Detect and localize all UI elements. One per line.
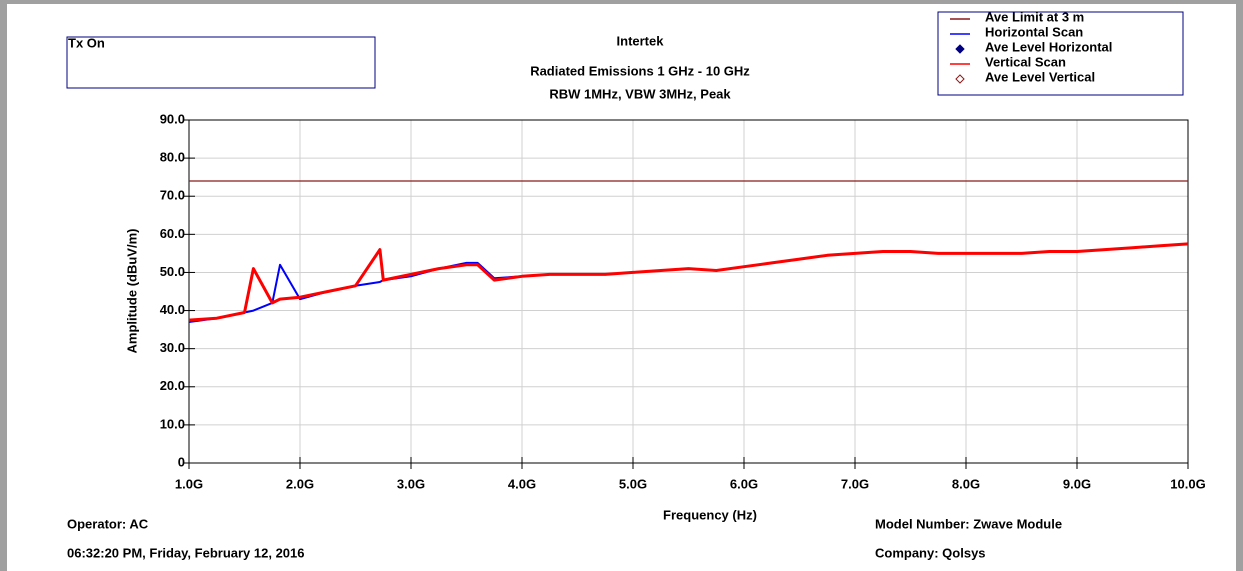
chart-subtitle: Radiated Emissions 1 GHz - 10 GHz: [530, 63, 750, 78]
plot-frame: [188, 119, 1189, 464]
footer-operator: Operator: AC: [67, 516, 149, 531]
y-tick-label: 70.0: [160, 188, 185, 203]
y-tick-label: 30.0: [160, 340, 185, 355]
y-tick-label: 60.0: [160, 226, 185, 241]
note-box: [66, 36, 376, 89]
y-tick-label: 40.0: [160, 302, 185, 317]
footer-date: 06:32:20 PM, Friday, February 12, 2016: [67, 545, 305, 560]
window-edge-top: [0, 0, 1243, 4]
x-tick-label: 2.0G: [286, 476, 314, 491]
window-edge: [0, 0, 7, 571]
x-tick-label: 10.0G: [1170, 476, 1205, 491]
legend-label: Horizontal Scan: [985, 24, 1083, 39]
legend-swatch: [955, 74, 965, 84]
x-tick-label: 7.0G: [841, 476, 869, 491]
y-tick-label: 10.0: [160, 416, 185, 431]
note-text: Tx On: [68, 35, 105, 50]
series-line: [188, 242, 1189, 322]
legend-label: Ave Limit at 3 m: [985, 9, 1084, 24]
legend-swatch: [955, 44, 965, 54]
x-tick-label: 6.0G: [730, 476, 758, 491]
legend-label: Ave Level Horizontal: [985, 39, 1112, 54]
footer-company: Company: Qolsys: [875, 545, 986, 560]
chart-title: Intertek: [617, 33, 665, 48]
y-tick-label: 20.0: [160, 378, 185, 393]
y-tick-label: 50.0: [160, 264, 185, 279]
y-tick-label: 90.0: [160, 111, 185, 126]
x-tick-label: 8.0G: [952, 476, 980, 491]
legend-label: Vertical Scan: [985, 54, 1066, 69]
x-tick-label: 3.0G: [397, 476, 425, 491]
footer-model: Model Number: Zwave Module: [875, 516, 1062, 531]
y-axis-label: Amplitude (dBuV/m): [124, 229, 139, 354]
x-tick-label: 5.0G: [619, 476, 647, 491]
legend-label: Ave Level Vertical: [985, 69, 1095, 84]
y-tick-label: 0: [178, 454, 185, 469]
x-axis-label: Frequency (Hz): [663, 507, 757, 522]
x-tick-label: 4.0G: [508, 476, 536, 491]
chart-subtitle: RBW 1MHz, VBW 3MHz, Peak: [549, 86, 731, 101]
x-tick-label: 9.0G: [1063, 476, 1091, 491]
x-tick-label: 1.0G: [175, 476, 203, 491]
window-edge-right: [1236, 0, 1243, 571]
legend-box: [937, 11, 1184, 96]
y-tick-label: 80.0: [160, 150, 185, 165]
